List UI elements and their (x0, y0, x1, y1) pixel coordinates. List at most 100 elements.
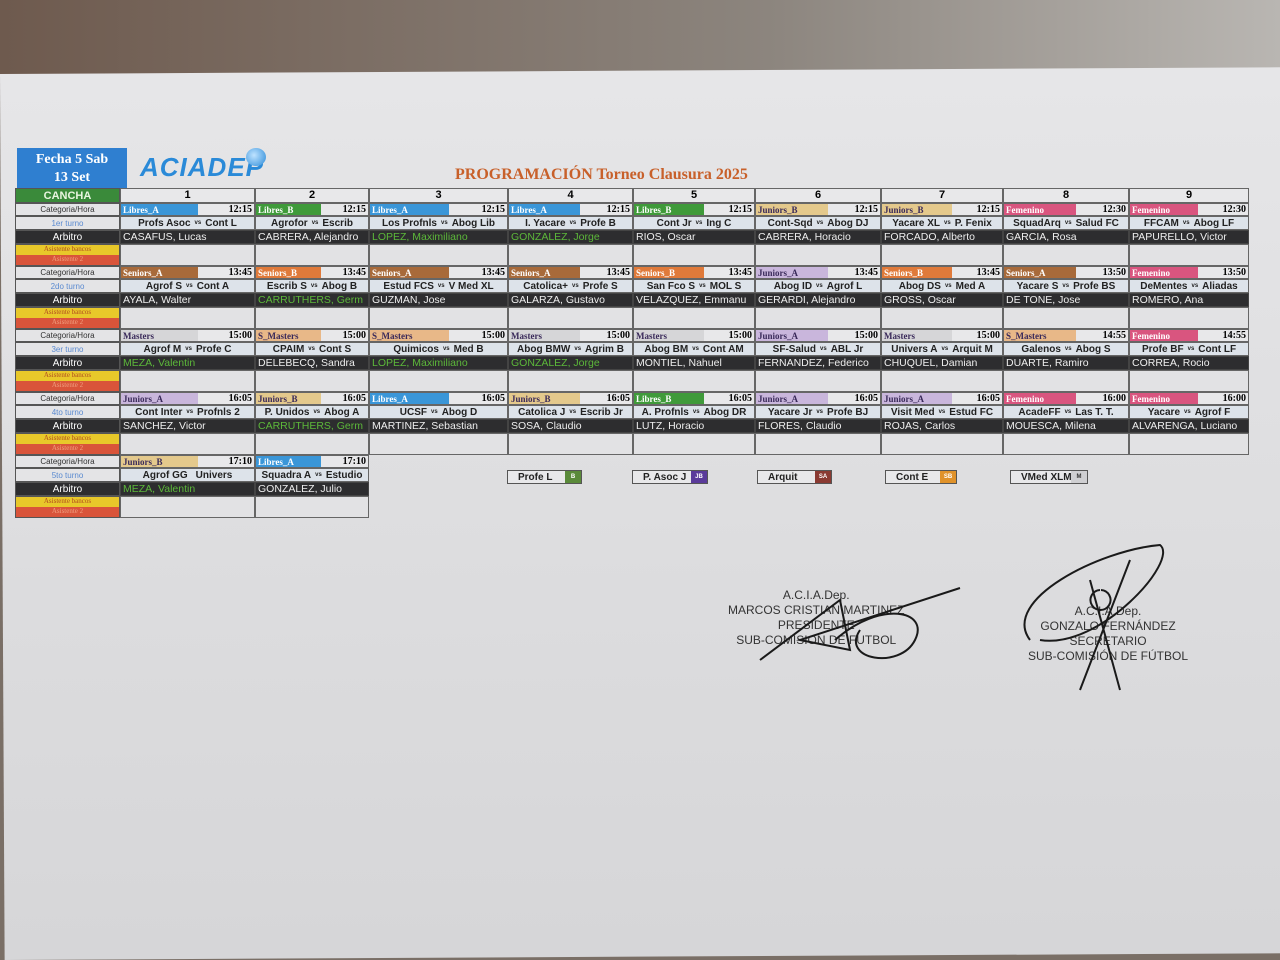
away-team: Agrof F (1194, 407, 1231, 418)
match-cell[interactable]: A. Profnls vs Abog DR (633, 405, 755, 419)
match-cell[interactable]: Los Profnls vs Abog Lib (369, 216, 508, 230)
match-time: 13:45 (593, 267, 630, 278)
match-cell[interactable]: Yacare vs Agrof F (1129, 405, 1249, 419)
assistant-cell (508, 244, 633, 266)
vs-label: vs (1187, 346, 1195, 352)
assistant-cell (369, 307, 508, 329)
match-time: 16:05 (215, 393, 252, 404)
match-cell[interactable]: Abog ID vs Agrof L (755, 279, 881, 293)
match-cell[interactable]: SquadArq vs Salud FC (1003, 216, 1129, 230)
table-background (0, 0, 1280, 80)
match-cell[interactable]: Agrof GG Univers (120, 468, 255, 482)
match-cell[interactable]: Abog DS vs Med A (881, 279, 1003, 293)
schedule-table: CANCHA 1 2 3 4 5 6 7 8 9 Categoria/Hora Libres_A 12:… (15, 188, 1249, 518)
assistant-cell (255, 307, 369, 329)
home-team: AcadeFF (1018, 407, 1061, 418)
cancha-header-row: CANCHA 1 2 3 4 5 6 7 8 9 (15, 188, 1249, 203)
category-tag: Juniors_B (756, 204, 828, 215)
home-team: Abog DS (898, 281, 941, 292)
legend-item: Arquit SA (757, 470, 832, 484)
category-cell: Libres_A 12:15 (508, 203, 633, 216)
category-row: Categoria/Hora Juniors_B 17:10 Libres_A 17:1… (15, 455, 1249, 468)
match-cell[interactable]: P. Unidos vs Abog A (255, 405, 369, 419)
match-cell[interactable]: Catolica+ vs Profe S (508, 279, 633, 293)
legend-item: Cont E SB (885, 470, 957, 484)
match-cell[interactable]: FFCAM vs Abog LF (1129, 216, 1249, 230)
match-time: 16:05 (963, 393, 1000, 404)
match-time: 12:15 (329, 204, 366, 215)
away-team: Cont LF (1198, 344, 1237, 355)
match-cell[interactable]: Profe BF vs Cont LF (1129, 342, 1249, 356)
court-header: 9 (1129, 188, 1249, 203)
match-cell[interactable]: Cont-Sqd vs Abog DJ (755, 216, 881, 230)
globe-icon (246, 148, 266, 166)
vs-label: vs (572, 283, 579, 289)
vs-label: vs (692, 346, 699, 352)
match-cell[interactable]: Abog BM vs Cont AM (633, 342, 755, 356)
match-cell[interactable]: Abog BMW vs Agrim B (508, 342, 633, 356)
referee-cell: CABRERA, Horacio (755, 230, 881, 244)
category-row: Categoria/Hora Libres_A 12:15 Libres_B 12:15… (15, 203, 1249, 216)
assistant-1-label: Asistente bancos (16, 434, 119, 444)
match-cell[interactable]: Estud FCS vs V Med XL (369, 279, 508, 293)
referee-row: Arbitro MEZA, Valentin GONZALEZ, Julio (15, 482, 1249, 496)
arbitro-label: Arbitro (15, 419, 120, 433)
match-cell[interactable]: Visit Med vs Estud FC (881, 405, 1003, 419)
assistant-cell (255, 244, 369, 266)
home-team: Galenos (1021, 344, 1061, 355)
turno-label: 1er turno (15, 216, 120, 230)
match-cell[interactable]: Profs Asoc vs Cont L (120, 216, 255, 230)
match-cell[interactable]: CPAIM vs Cont S (255, 342, 369, 356)
away-team: Arquit M (952, 344, 993, 355)
category-cell: Femenino 16:00 (1129, 392, 1249, 405)
match-cell[interactable]: I. Yacare vs Profe B (508, 216, 633, 230)
match-cell[interactable]: Quimicos vs Med B (369, 342, 508, 356)
match-cell[interactable]: AcadeFF vs Las T. T. (1003, 405, 1129, 419)
home-team: Agrof S (145, 281, 182, 292)
assistant-row: Asistente bancos Asistente 2 (15, 370, 1249, 392)
category-cell: Juniors_B 12:15 (755, 203, 881, 216)
match-cell[interactable]: Agrofor vs Escrib (255, 216, 369, 230)
match-cell[interactable]: Cont Inter vs Profnls 2 (120, 405, 255, 419)
legend-item: Profe L B (507, 470, 582, 484)
match-time: 14:55 (1209, 330, 1246, 341)
match-cell[interactable]: UCSF vs Abog D (369, 405, 508, 419)
category-tag: Juniors_B (882, 204, 952, 215)
category-cell: Juniors_B 16:05 (508, 392, 633, 405)
match-cell[interactable]: DeMentes vs Aliadas (1129, 279, 1249, 293)
match-cell[interactable]: Yacare Jr vs Profe BJ (755, 405, 881, 419)
referee-cell: MONTIEL, Nahuel (633, 356, 755, 370)
categoria-hora-label: Categoria/Hora (15, 329, 120, 342)
vs-label: vs (313, 409, 321, 415)
away-team: Profe S (582, 281, 618, 292)
match-cell[interactable]: SF-Salud vs ABL Jr (755, 342, 881, 356)
away-team: P. Fenix (954, 218, 992, 229)
away-team: Profe B (580, 218, 616, 229)
referee-cell: CABRERA, Alejandro (255, 230, 369, 244)
match-cell[interactable]: Yacare XL vs P. Fenix (881, 216, 1003, 230)
match-cell[interactable]: Agrof S vs Cont A (120, 279, 255, 293)
home-team: Profe BF (1141, 344, 1184, 355)
away-team: Cont S (318, 344, 352, 355)
assistant-cell (633, 370, 755, 392)
match-time: 14:55 (1089, 330, 1126, 341)
match-cell[interactable]: Galenos vs Abog S (1003, 342, 1129, 356)
turno-label: 3er turno (15, 342, 120, 356)
match-time: 15:00 (593, 330, 630, 341)
home-team: Agrof GG (142, 470, 188, 481)
signature-scribble-2b (1079, 559, 1131, 691)
vs-label: vs (442, 346, 450, 352)
match-cell[interactable]: Cont Jr vs Ing C (633, 216, 755, 230)
signature-org: A.C.I.A.Dep. (782, 588, 850, 602)
category-cell: Seniors_B 13:45 (881, 266, 1003, 279)
